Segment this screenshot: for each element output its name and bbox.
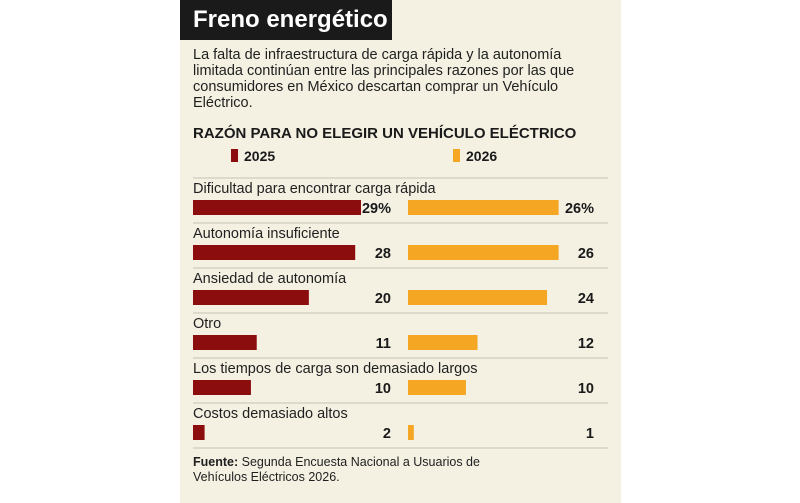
bar-chart: Dificultad para encontrar carga rápida 29… xyxy=(193,177,608,449)
value-label-2025: 10 xyxy=(375,381,391,397)
infographic-subtitle: La falta de infraestructura de carga ráp… xyxy=(193,47,575,111)
source-text: Segunda Encuesta Nacional a Usuarios de … xyxy=(193,455,480,484)
category-label: Otro xyxy=(193,316,221,332)
value-label-2026: 10 xyxy=(578,381,594,397)
bar-2026 xyxy=(408,380,466,395)
value-label-2026: 24 xyxy=(578,291,594,307)
value-label-2026: 26% xyxy=(565,201,594,217)
category-label: Costos demasiado altos xyxy=(193,406,348,422)
category-label: Los tiempos de carga son demasiado largo… xyxy=(193,361,478,377)
value-label-2026: 12 xyxy=(578,336,594,352)
header: Freno energético xyxy=(180,0,621,40)
value-label-2025: 11 xyxy=(376,336,391,352)
bar-2025 xyxy=(193,335,257,350)
legend-item-2026: 2026 xyxy=(453,148,497,164)
infographic-title: Freno energético xyxy=(180,0,392,40)
legend-swatch-2026 xyxy=(453,149,460,162)
category-label: Autonomía insuficiente xyxy=(193,226,340,242)
bar-2026 xyxy=(408,425,414,440)
bar-2026 xyxy=(408,200,559,215)
value-label-2025: 29% xyxy=(362,201,391,217)
legend-swatch-2025 xyxy=(231,149,238,162)
category-label: Dificultad para encontrar carga rápida xyxy=(193,181,437,197)
bar-2026 xyxy=(408,290,548,305)
bar-2025 xyxy=(193,380,251,395)
infographic-panel: Freno energético La falta de infraestruc… xyxy=(180,0,621,503)
value-label-2025: 28 xyxy=(375,246,391,262)
legend-item-2025: 2025 xyxy=(231,148,275,164)
value-label-2025: 20 xyxy=(375,291,391,307)
bar-2025 xyxy=(193,200,361,215)
value-label-2025: 2 xyxy=(383,426,391,442)
bar-2025 xyxy=(193,425,205,440)
category-label: Ansiedad de autonomía xyxy=(193,271,347,287)
bar-2025 xyxy=(193,290,309,305)
bar-2026 xyxy=(408,245,559,260)
source-note: Fuente: Segunda Encuesta Nacional a Usua… xyxy=(193,455,493,485)
legend-label-2026: 2026 xyxy=(466,148,498,164)
legend-label-2025: 2025 xyxy=(244,148,276,164)
value-label-2026: 1 xyxy=(586,426,594,442)
value-label-2026: 26 xyxy=(578,246,594,262)
chart-title: RAZÓN PARA NO ELEGIR UN VEHÍCULO ELÉCTRI… xyxy=(193,125,577,142)
source-label: Fuente: xyxy=(193,455,239,469)
bar-2025 xyxy=(193,245,356,260)
bar-2026 xyxy=(408,335,478,350)
